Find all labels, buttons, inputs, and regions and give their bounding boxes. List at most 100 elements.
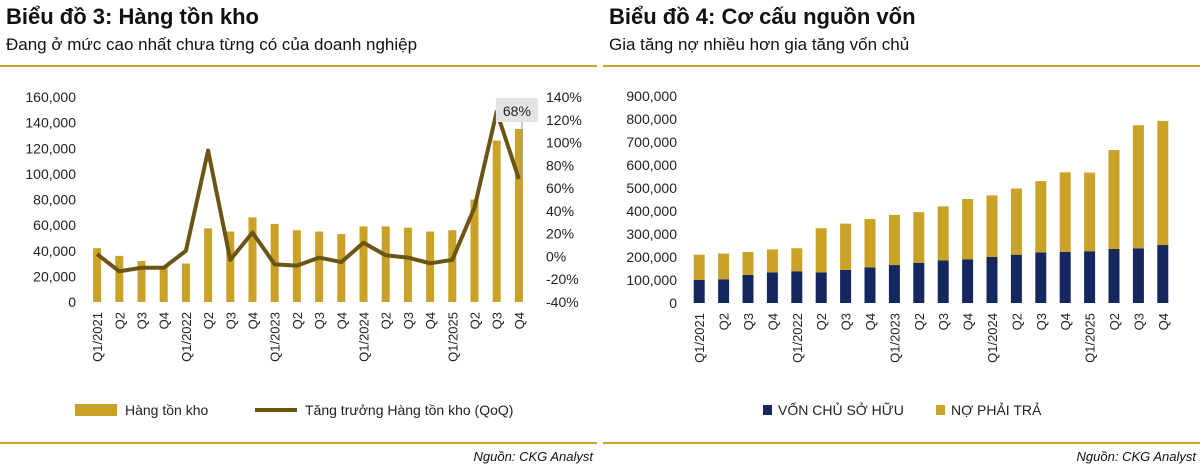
y-tick-label: 400,000 xyxy=(626,203,677,219)
x-tick-label: Q2 xyxy=(379,312,394,329)
equity-bar xyxy=(864,267,876,303)
equity-bar xyxy=(1035,252,1047,303)
divider xyxy=(603,65,1200,67)
bar xyxy=(226,231,235,302)
y2-tick-label: 140% xyxy=(546,89,582,105)
x-tick-label: Q2 xyxy=(1107,313,1122,330)
x-tick-label: Q4 xyxy=(765,313,780,330)
y2-tick-label: -20% xyxy=(546,271,579,287)
y-tick-label: 0 xyxy=(669,295,677,311)
x-tick-label: Q3 xyxy=(1131,313,1146,330)
y2-tick-label: 120% xyxy=(546,112,582,128)
y-tick-label: 60,000 xyxy=(33,217,76,233)
y-tick-label: 500,000 xyxy=(626,180,677,196)
x-tick-label: Q2 xyxy=(468,312,483,329)
equity-bar xyxy=(1132,248,1144,303)
x-tick-label: Q2 xyxy=(1009,313,1024,330)
equity-bar xyxy=(1010,254,1022,303)
x-tick-label: Q1/2024 xyxy=(357,312,372,362)
liabilities-bar xyxy=(864,219,876,268)
bar xyxy=(470,199,479,302)
y2-tick-label: 60% xyxy=(546,180,574,196)
x-tick-label: Q1/2025 xyxy=(1083,313,1098,363)
bar xyxy=(403,227,412,302)
y2-tick-label: 40% xyxy=(546,203,574,219)
liabilities-bar xyxy=(718,253,730,280)
liabilities-bar xyxy=(962,199,974,260)
x-tick-label: Q4 xyxy=(334,312,349,329)
x-tick-label: Q4 xyxy=(246,312,261,329)
liabilities-bar xyxy=(815,228,827,273)
bar xyxy=(514,129,523,302)
x-tick-label: Q2 xyxy=(290,312,305,329)
y-tick-label: 20,000 xyxy=(33,268,76,284)
liabilities-bar xyxy=(1132,125,1144,249)
equity-bar xyxy=(913,262,925,303)
legend-label: Tăng trưởng Hàng tồn kho (QoQ) xyxy=(305,402,513,418)
y-tick-label: 120,000 xyxy=(25,140,76,156)
bar xyxy=(448,230,457,302)
equity-bar xyxy=(815,272,827,303)
liabilities-bar xyxy=(888,214,900,266)
x-tick-label: Q2 xyxy=(201,312,216,329)
source-note: Nguồn: CKG Analyst xyxy=(1076,449,1196,464)
equity-bar xyxy=(962,259,974,303)
equity-bar xyxy=(1108,248,1120,303)
liabilities-bar xyxy=(913,212,925,263)
liabilities-bar xyxy=(986,195,998,257)
y-tick-label: 160,000 xyxy=(25,89,76,105)
equity-bar xyxy=(742,274,754,303)
x-tick-label: Q3 xyxy=(1034,313,1049,330)
bar xyxy=(492,140,501,302)
y2-tick-label: 100% xyxy=(546,135,582,151)
x-tick-label: Q4 xyxy=(423,312,438,329)
equity-bar xyxy=(840,269,852,303)
y2-tick-label: 80% xyxy=(546,157,574,173)
divider xyxy=(603,442,1200,444)
equity-bar xyxy=(1157,245,1169,303)
y2-tick-label: 0% xyxy=(546,248,566,264)
y-tick-label: 800,000 xyxy=(626,111,677,127)
liabilities-bar xyxy=(1035,181,1047,253)
chart-subtitle: Đang ở mức cao nhất chưa từng có của doa… xyxy=(6,35,418,54)
bar xyxy=(93,248,102,302)
inventory-chart: 0 20,000 40,000 60,000 80,000 100,000 120,000 1… xyxy=(25,89,582,418)
y-tick-label: 700,000 xyxy=(626,134,677,150)
chart-subtitle: Gia tăng nợ nhiều hơn gia tăng vốn chủ xyxy=(609,35,910,54)
equity-bar xyxy=(718,279,730,303)
legend-label: VỐN CHỦ SỞ HỮU xyxy=(778,401,904,418)
bar xyxy=(426,231,435,302)
x-tick-label: Q3 xyxy=(312,312,327,329)
x-tick-label: Q4 xyxy=(1058,313,1073,330)
x-tick-label: Q1/2023 xyxy=(268,312,283,362)
annotation-label: 68% xyxy=(503,103,531,119)
y-tick-label: 100,000 xyxy=(626,272,677,288)
source-note: Nguồn: CKG Analyst xyxy=(473,449,593,464)
liabilities-bar xyxy=(1108,150,1120,249)
liabilities-bar xyxy=(766,249,778,273)
equity-bar xyxy=(766,272,778,303)
x-tick-label: Q2 xyxy=(912,313,927,330)
x-tick-label: Q3 xyxy=(223,312,238,329)
equity-bar xyxy=(693,280,705,303)
y-tick-label: 100,000 xyxy=(25,166,76,182)
capital-structure-chart: 0 100,000 200,000 300,000 400,000 500,000 600,… xyxy=(626,88,1171,418)
legend-swatch xyxy=(936,405,945,415)
legend-swatch xyxy=(75,404,117,416)
x-tick-label: Q3 xyxy=(936,313,951,330)
x-tick-label: Q1/2025 xyxy=(445,312,460,362)
x-tick-label: Q3 xyxy=(741,313,756,330)
y-tick-label: 0 xyxy=(68,294,76,310)
x-tick-label: Q3 xyxy=(135,312,150,329)
x-tick-label: Q4 xyxy=(863,313,878,330)
bar xyxy=(115,255,124,302)
x-tick-label: Q2 xyxy=(814,313,829,330)
bar xyxy=(381,226,390,302)
y-tick-label: 80,000 xyxy=(33,192,76,208)
y-tick-label: 200,000 xyxy=(626,249,677,265)
bar xyxy=(181,263,190,302)
x-tick-label: Q1/2021 xyxy=(692,313,707,363)
x-tick-label: Q4 xyxy=(1156,313,1171,330)
legend-swatch xyxy=(763,405,772,415)
liabilities-bar xyxy=(791,248,803,272)
